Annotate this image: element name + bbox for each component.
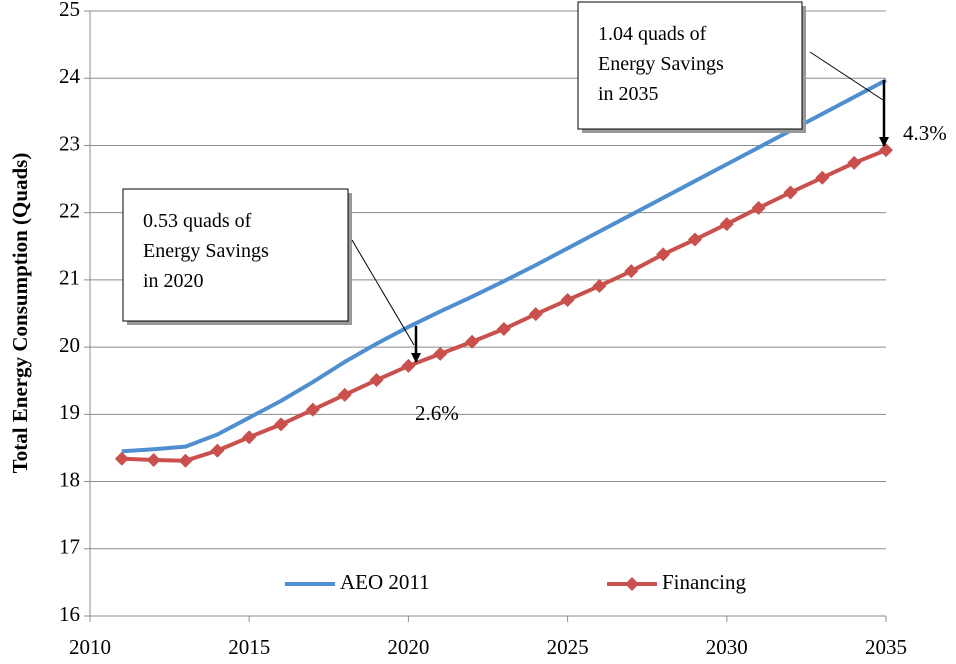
y-axis-label: Total Energy Consumption (Quads) (8, 153, 32, 474)
y-tick-label: 17 (59, 535, 80, 559)
annotation-text: in 2035 (598, 83, 659, 105)
data-point (146, 453, 161, 468)
data-point (783, 185, 798, 200)
data-point (496, 321, 511, 336)
data-point (114, 451, 129, 466)
y-tick-label: 20 (59, 333, 80, 357)
x-tick-label: 2030 (706, 635, 748, 659)
data-point (560, 293, 575, 308)
data-point (719, 217, 734, 232)
y-tick-label: 21 (59, 266, 80, 290)
annotation-text: in 2020 (143, 270, 204, 292)
data-point (465, 334, 480, 349)
data-point (305, 402, 320, 417)
data-point (369, 373, 384, 388)
series-line (121, 78, 887, 454)
data-point (433, 346, 448, 361)
data-point (687, 232, 702, 247)
data-point (847, 155, 862, 170)
y-tick-label: 18 (59, 467, 80, 491)
y-tick-label: 25 (59, 0, 80, 21)
x-tick-label: 2015 (228, 635, 270, 659)
annotation-text: Energy Savings (598, 53, 724, 75)
x-tick-label: 2010 (69, 635, 111, 659)
data-point (178, 453, 193, 468)
annotation-text: 1.04 quads of (598, 23, 707, 45)
data-point (656, 247, 671, 262)
y-tick-label: 19 (59, 400, 80, 424)
y-tick-label: 23 (59, 131, 80, 155)
data-point (528, 307, 543, 322)
x-tick-label: 2020 (387, 635, 429, 659)
data-point (242, 430, 257, 445)
y-tick-label: 24 (59, 64, 81, 88)
y-tick-label: 22 (59, 198, 80, 222)
y-tick-label: 16 (59, 602, 80, 626)
data-point (401, 358, 416, 373)
legend-marker (625, 577, 639, 591)
annotation-text: Energy Savings (143, 240, 269, 262)
data-point (592, 278, 607, 293)
legend-label: AEO 2011 (340, 570, 430, 594)
data-point (337, 387, 352, 402)
x-tick-label: 2035 (865, 635, 907, 659)
data-point (751, 200, 766, 215)
annotation-leader (809, 51, 884, 101)
annotation-text: 0.53 quads of (143, 210, 252, 232)
x-tick-label: 2025 (547, 635, 589, 659)
data-point (274, 417, 289, 432)
annotation-percent: 2.6% (415, 401, 459, 425)
annotation-leader (351, 239, 415, 346)
data-point (624, 264, 639, 279)
annotation-box (122, 188, 349, 322)
data-point (210, 443, 225, 458)
annotation-box (577, 1, 803, 130)
legend-label: Financing (662, 570, 746, 594)
annotation-percent: 4.3% (903, 121, 947, 145)
data-point (815, 170, 830, 185)
